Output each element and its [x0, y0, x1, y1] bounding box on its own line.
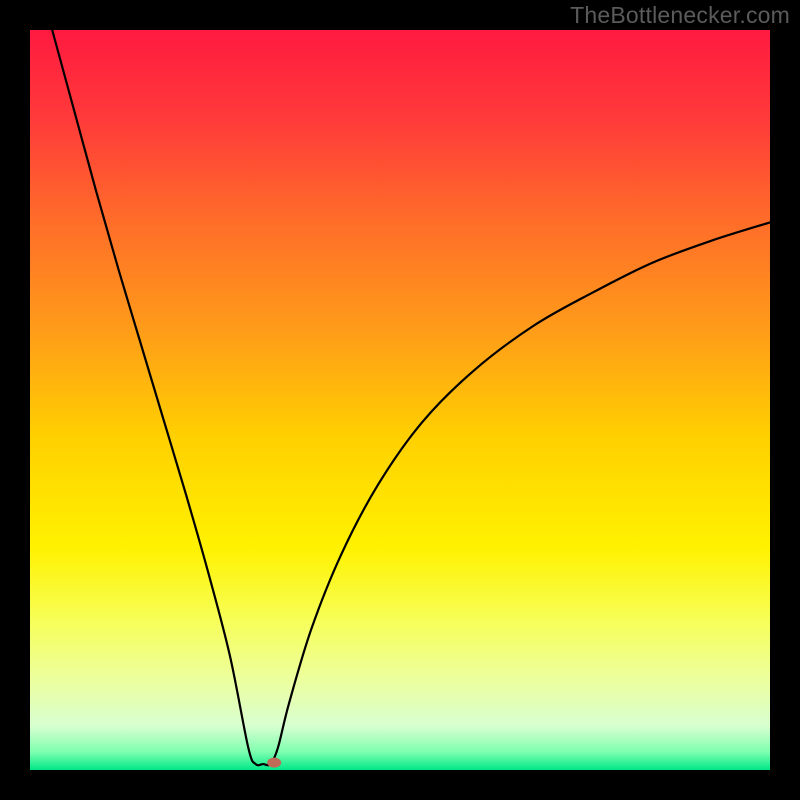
watermark-text: TheBottlenecker.com — [570, 2, 790, 29]
gradient-background — [30, 30, 770, 770]
bottleneck-chart — [0, 0, 800, 800]
optimal-point-marker — [267, 758, 281, 768]
chart-stage: TheBottlenecker.com — [0, 0, 800, 800]
